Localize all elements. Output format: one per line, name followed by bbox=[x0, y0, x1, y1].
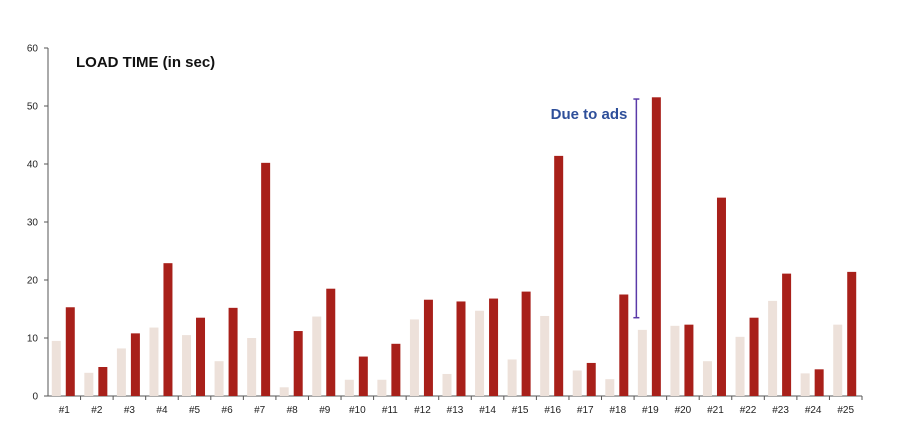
x-tick-label: #7 bbox=[254, 405, 266, 416]
bar-series-1 bbox=[800, 373, 810, 396]
chart-title: LOAD TIME (in sec) bbox=[76, 54, 215, 71]
x-tick-label: #14 bbox=[479, 405, 496, 416]
y-tick-label: 50 bbox=[27, 102, 39, 113]
bar-series-1 bbox=[51, 340, 61, 396]
x-tick-label: #4 bbox=[156, 405, 168, 416]
bar-series-2 bbox=[163, 263, 173, 396]
bar-series-1 bbox=[214, 361, 224, 396]
bar-series-2 bbox=[489, 298, 499, 396]
bar-series-2 bbox=[293, 331, 303, 396]
bar-series-1 bbox=[377, 379, 387, 396]
x-tick-label: #23 bbox=[772, 405, 789, 416]
y-tick-label: 60 bbox=[27, 44, 39, 55]
x-tick-label: #1 bbox=[59, 405, 71, 416]
bar-series-2 bbox=[586, 362, 596, 396]
bar-series-2 bbox=[228, 307, 238, 396]
bar-series-1 bbox=[702, 361, 712, 396]
bar-series-2 bbox=[782, 273, 792, 396]
bars bbox=[51, 97, 857, 397]
bar-series-1 bbox=[507, 359, 517, 396]
y-tick-label: 30 bbox=[27, 218, 39, 229]
x-tick-label: #15 bbox=[512, 405, 529, 416]
bar-series-2 bbox=[554, 155, 564, 396]
x-tick-label: #13 bbox=[447, 405, 464, 416]
x-tick-label: #9 bbox=[319, 405, 331, 416]
bar-series-1 bbox=[670, 325, 680, 396]
bar-series-2 bbox=[130, 333, 140, 396]
x-tick-label: #6 bbox=[222, 405, 234, 416]
bar-series-1 bbox=[572, 370, 582, 396]
x-tick-label: #24 bbox=[805, 405, 822, 416]
bar-series-2 bbox=[651, 97, 661, 397]
bar-series-1 bbox=[149, 327, 159, 396]
x-tick-label: #12 bbox=[414, 405, 431, 416]
bar-series-1 bbox=[833, 324, 843, 396]
x-axis: #1 #2 #3 #4 #5 #6 #7 #8 #9 #10 #11 #12 #13 #14 #15 #16 #… bbox=[48, 395, 863, 416]
bar-series-1 bbox=[247, 338, 257, 396]
x-tick-label: #3 bbox=[124, 405, 136, 416]
bar-series-1 bbox=[475, 310, 485, 396]
bar-series-1 bbox=[409, 319, 419, 396]
y-axis: 0 10 20 30 40 50 60 bbox=[27, 44, 49, 403]
bar-series-2 bbox=[261, 162, 271, 396]
bar-series-1 bbox=[768, 300, 778, 396]
bar-series-2 bbox=[619, 294, 629, 396]
bar-series-2 bbox=[684, 324, 694, 396]
bar-series-2 bbox=[716, 197, 726, 396]
annotations: Due to ads bbox=[551, 98, 640, 319]
bar-series-1 bbox=[312, 316, 322, 396]
bar-series-1 bbox=[637, 329, 647, 396]
bar-series-1 bbox=[540, 315, 550, 396]
y-tick-label: 40 bbox=[27, 160, 39, 171]
bar-series-2 bbox=[749, 317, 759, 396]
x-tick-label: #18 bbox=[609, 405, 626, 416]
bar-series-2 bbox=[391, 343, 401, 396]
x-tick-label: #16 bbox=[544, 405, 561, 416]
bar-series-1 bbox=[344, 379, 354, 396]
bar-series-2 bbox=[358, 356, 368, 396]
bar-series-1 bbox=[442, 373, 452, 396]
x-tick-label: #17 bbox=[577, 405, 594, 416]
bar-series-2 bbox=[456, 301, 466, 396]
bar-series-2 bbox=[521, 291, 531, 396]
x-tick-label: #5 bbox=[189, 405, 201, 416]
bar-series-2 bbox=[847, 271, 857, 396]
x-tick-label: #20 bbox=[675, 405, 692, 416]
x-tick-label: #25 bbox=[837, 405, 854, 416]
x-tick-label: #2 bbox=[91, 405, 103, 416]
y-tick-label: 0 bbox=[32, 392, 38, 403]
x-tick-label: #22 bbox=[740, 405, 757, 416]
bar-series-2 bbox=[196, 317, 206, 396]
x-tick-label: #21 bbox=[707, 405, 724, 416]
x-tick-label: #19 bbox=[642, 405, 659, 416]
bar-series-1 bbox=[279, 387, 289, 396]
bar-series-2 bbox=[814, 369, 824, 396]
bar-series-1 bbox=[605, 379, 615, 396]
bar-series-2 bbox=[98, 367, 108, 396]
bar-series-2 bbox=[65, 307, 75, 396]
x-tick-label: #10 bbox=[349, 405, 366, 416]
bar-series-1 bbox=[735, 336, 745, 396]
bar-series-1 bbox=[116, 348, 126, 396]
y-tick-label: 10 bbox=[27, 334, 39, 345]
bar-series-2 bbox=[326, 288, 336, 396]
bar-series-1 bbox=[84, 372, 94, 396]
bar-series-1 bbox=[182, 335, 192, 396]
bar-series-2 bbox=[423, 299, 433, 396]
x-tick-label: #8 bbox=[287, 405, 299, 416]
annotation-label: Due to ads bbox=[551, 106, 628, 123]
x-tick-label: #11 bbox=[382, 405, 398, 416]
y-tick-label: 20 bbox=[27, 276, 39, 287]
